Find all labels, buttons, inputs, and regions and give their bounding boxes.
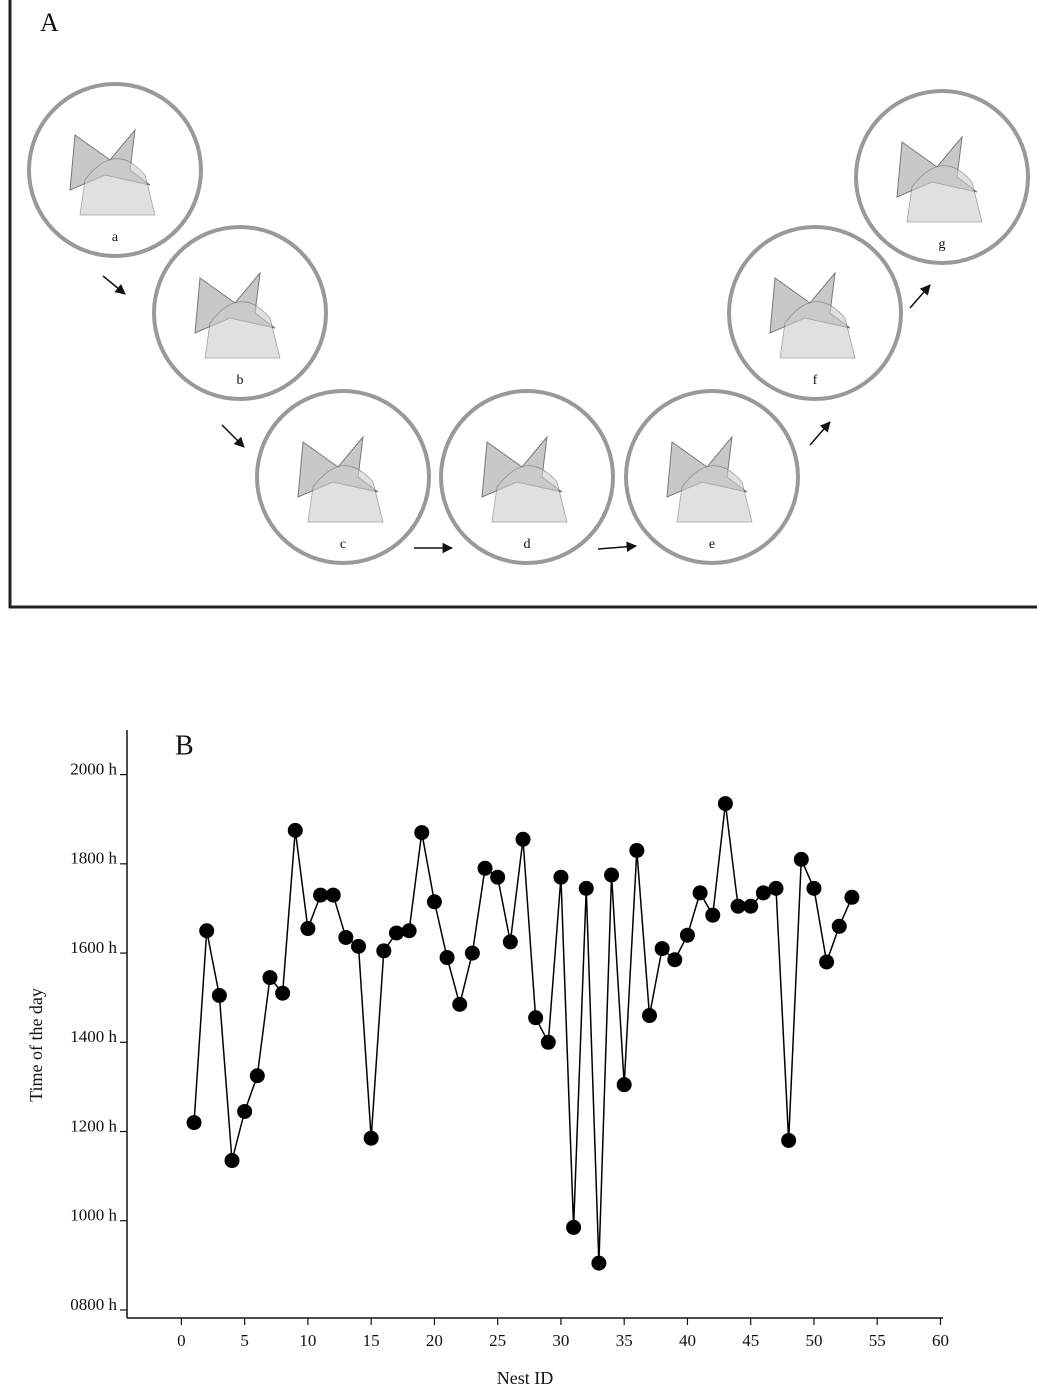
data-point [844,890,859,905]
data-point [680,928,695,943]
data-point [832,919,847,934]
data-point [667,952,682,967]
x-tick-label: 10 [299,1331,316,1350]
x-tick-label: 25 [489,1331,506,1350]
x-tick-label: 15 [363,1331,380,1350]
data-point [351,939,366,954]
data-point [237,1104,252,1119]
stage-label: b [237,373,244,388]
arrow [910,285,930,308]
x-axis-title: Nest ID [497,1368,554,1388]
panel-b: B Nest ID Time of the day 0800 h 1000 h 12… [26,730,949,1388]
data-point [414,825,429,840]
x-tick-label: 20 [426,1331,443,1350]
arrow [810,422,830,445]
arrow [222,425,244,447]
data-point [478,861,493,876]
data-point [566,1220,581,1235]
x-tick-label: 35 [616,1331,633,1350]
stage-label: f [813,373,818,388]
data-point [541,1035,556,1050]
data-point [705,908,720,923]
y-axis-title: Time of the day [26,988,46,1102]
data-point [718,796,733,811]
stage-label: a [112,230,119,245]
y-tick-label: 1600 h [70,938,117,957]
x-tick-label: 45 [742,1331,759,1350]
data-point [579,881,594,896]
data-point [364,1131,379,1146]
data-point [212,988,227,1003]
figure: A a b c d e f g B Nest ID Time of the day 0800… [0,0,1037,1392]
data-point [465,946,480,961]
data-point [452,997,467,1012]
data-point [288,823,303,838]
stage-label: d [524,537,531,552]
stage-label: g [939,237,946,252]
y-tick-label: 1200 h [70,1116,117,1135]
arrow [598,546,636,549]
data-point [326,888,341,903]
x-tick-label: 5 [240,1331,249,1350]
data-point [515,832,530,847]
data-point [528,1010,543,1025]
data-point [225,1153,240,1168]
y-tick-label: 0800 h [70,1295,117,1314]
data-point [591,1256,606,1271]
data-point [187,1115,202,1130]
data-point [629,843,644,858]
x-tick-label: 40 [679,1331,696,1350]
y-tick-label: 1400 h [70,1027,117,1046]
data-point [402,923,417,938]
data-point [642,1008,657,1023]
data-point [655,941,670,956]
x-tick-label: 0 [177,1331,186,1350]
data-point [275,986,290,1001]
panel-a: A a b c d e f g [9,0,1037,608]
data-point [199,923,214,938]
data-line [194,804,852,1264]
data-point [769,881,784,896]
data-point [250,1068,265,1083]
x-tick-label: 50 [805,1331,822,1350]
panel-label: A [40,8,59,37]
y-tick-label: 1800 h [70,849,117,868]
stage-group: a b c d e f g [29,84,1028,563]
data-point [743,899,758,914]
data-point [806,881,821,896]
y-tick-label: 1000 h [70,1206,117,1225]
data-point [794,852,809,867]
data-point [262,970,277,985]
data-point [819,954,834,969]
data-point [490,870,505,885]
arrow [103,276,125,294]
page: {"panel_a": {"label": "A", "stages": ["a… [0,0,1037,1392]
data-point [553,870,568,885]
y-tick-label: 2000 h [70,760,117,779]
data-point [427,894,442,909]
data-point [440,950,455,965]
data-point [300,921,315,936]
data-point [781,1133,796,1148]
data-point [338,930,353,945]
data-point [604,867,619,882]
data-point [617,1077,632,1092]
x-tick-label: 60 [932,1331,949,1350]
x-tick-label: 30 [552,1331,569,1350]
stage-label: c [340,537,346,552]
panel-label: B [175,730,194,761]
data-point [389,925,404,940]
x-tick-label: 55 [869,1331,886,1350]
data-point [693,885,708,900]
data-point [503,934,518,949]
data-point [376,943,391,958]
stage-label: e [709,537,715,552]
